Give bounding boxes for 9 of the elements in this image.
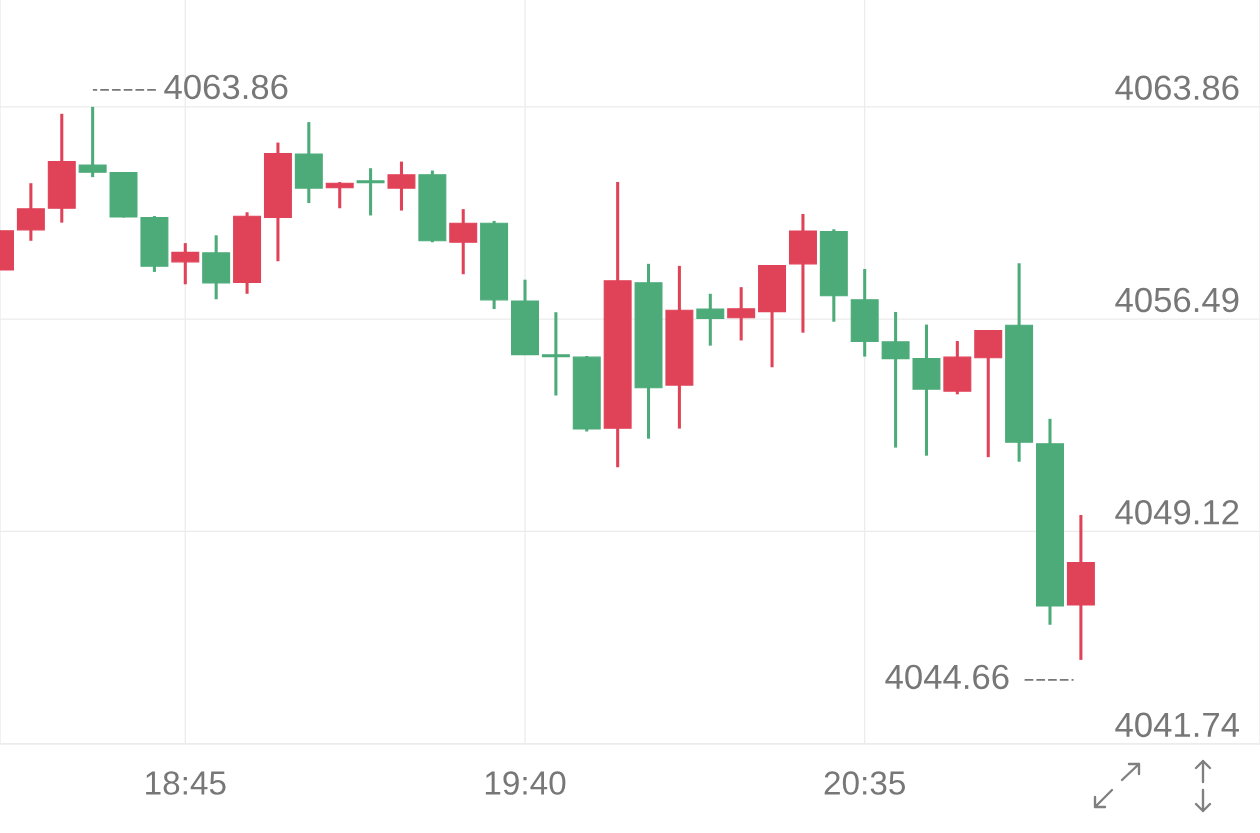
annotation: 4063.86 — [164, 74, 288, 100]
annotation: 4044.66 — [885, 664, 1009, 690]
y-tick-label: 4041.74 — [1115, 712, 1239, 738]
y-tick-label: 4063.86 — [1115, 75, 1239, 100]
x-tick-label: 19:40 — [485, 771, 566, 795]
y-tick-label: 4056.49 — [1115, 287, 1239, 313]
x-tick-label: 20:35 — [824, 771, 906, 795]
x-tick-label: 18:45 — [146, 771, 226, 795]
y-tick-label: 4049.12 — [1115, 499, 1239, 525]
